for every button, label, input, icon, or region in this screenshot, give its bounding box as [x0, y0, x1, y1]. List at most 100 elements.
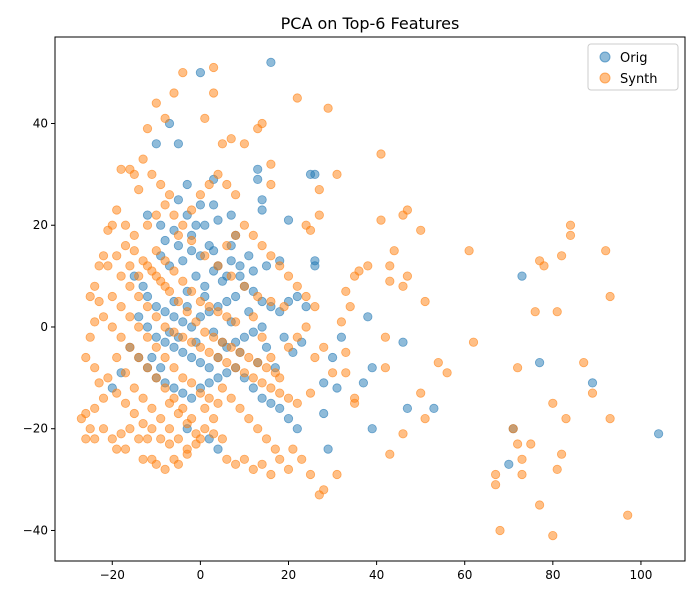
point-synth: [164, 190, 175, 200]
point-synth: [222, 312, 232, 322]
point-synth: [120, 444, 131, 454]
point-synth: [151, 373, 161, 383]
point-synth: [561, 413, 571, 424]
plot-frame: [54, 36, 686, 562]
point-orig: [195, 357, 205, 368]
point-synth: [116, 271, 126, 281]
point-synth: [217, 383, 227, 393]
point-orig: [257, 322, 267, 332]
point-orig: [191, 271, 201, 281]
point-orig: [142, 210, 153, 220]
points-layer: [76, 57, 664, 541]
point-orig: [204, 363, 214, 373]
point-synth: [147, 169, 157, 179]
point-synth: [138, 393, 148, 403]
point-synth: [433, 357, 443, 368]
point-orig: [336, 332, 346, 342]
point-synth: [239, 220, 249, 230]
point-synth: [151, 312, 161, 322]
legend-label-synth: Synth: [620, 72, 658, 87]
point-synth: [160, 281, 170, 291]
legend-marker-synth: [599, 72, 611, 84]
point-synth: [142, 332, 153, 342]
point-synth: [116, 164, 126, 174]
point-orig: [292, 291, 302, 302]
point-synth: [134, 291, 144, 302]
point-synth: [129, 383, 139, 393]
point-synth: [548, 530, 558, 541]
point-synth: [239, 281, 249, 291]
point-synth: [341, 286, 351, 296]
point-synth: [160, 200, 170, 210]
point-synth: [204, 393, 214, 403]
point-orig: [301, 301, 311, 312]
point-synth: [120, 220, 131, 230]
point-synth: [275, 454, 285, 464]
point-orig: [160, 337, 170, 347]
point-orig: [275, 403, 285, 413]
point-synth: [217, 434, 227, 444]
point-synth: [442, 368, 452, 378]
point-synth: [222, 241, 232, 251]
point-orig: [358, 378, 368, 388]
point-synth: [231, 230, 241, 240]
point-synth: [292, 281, 302, 291]
chart-title: PCA on Top-6 Features: [281, 14, 460, 33]
point-synth: [169, 363, 179, 373]
point-synth: [85, 332, 95, 342]
x-axis: −20 0 20 40 60 80 100: [100, 561, 652, 582]
point-synth: [341, 347, 351, 357]
point-synth: [160, 383, 170, 393]
point-synth: [187, 378, 197, 388]
point-synth: [288, 444, 298, 454]
point-synth: [226, 342, 236, 352]
point-synth: [125, 261, 135, 271]
y-tick-label: 40: [33, 116, 48, 130]
point-synth: [209, 332, 219, 342]
point-orig: [653, 429, 664, 439]
point-synth: [235, 347, 245, 357]
point-orig: [248, 266, 258, 276]
point-synth: [112, 388, 122, 398]
point-synth: [517, 454, 527, 464]
point-orig: [169, 312, 179, 322]
point-synth: [517, 469, 527, 480]
point-synth: [213, 261, 223, 271]
point-synth: [283, 271, 294, 281]
point-synth: [244, 413, 254, 424]
point-synth: [297, 454, 307, 464]
point-synth: [195, 388, 205, 398]
point-synth: [253, 424, 263, 434]
point-orig: [534, 357, 545, 368]
y-tick-label: −20: [23, 422, 48, 436]
point-synth: [385, 276, 395, 286]
point-synth: [195, 190, 205, 200]
point-orig: [239, 332, 249, 342]
point-synth: [107, 434, 117, 444]
point-synth: [204, 179, 214, 190]
point-synth: [490, 469, 501, 480]
point-synth: [301, 291, 311, 302]
point-synth: [283, 464, 294, 474]
point-synth: [213, 352, 223, 363]
point-orig: [244, 251, 254, 261]
point-orig: [209, 200, 219, 210]
x-tick-label: 40: [369, 568, 384, 582]
x-tick-label: 80: [545, 568, 560, 582]
point-synth: [416, 225, 426, 235]
point-synth: [226, 134, 236, 144]
point-orig: [261, 261, 272, 271]
point-synth: [200, 403, 210, 413]
point-orig: [283, 413, 294, 424]
point-orig: [266, 57, 276, 68]
point-synth: [90, 434, 100, 444]
point-synth: [129, 408, 139, 419]
point-synth: [349, 393, 360, 403]
legend-box: [587, 43, 679, 91]
point-synth: [151, 342, 161, 352]
point-synth: [385, 449, 395, 459]
point-synth: [182, 418, 192, 429]
point-synth: [257, 332, 267, 342]
point-synth: [512, 363, 523, 373]
point-synth: [257, 241, 267, 251]
